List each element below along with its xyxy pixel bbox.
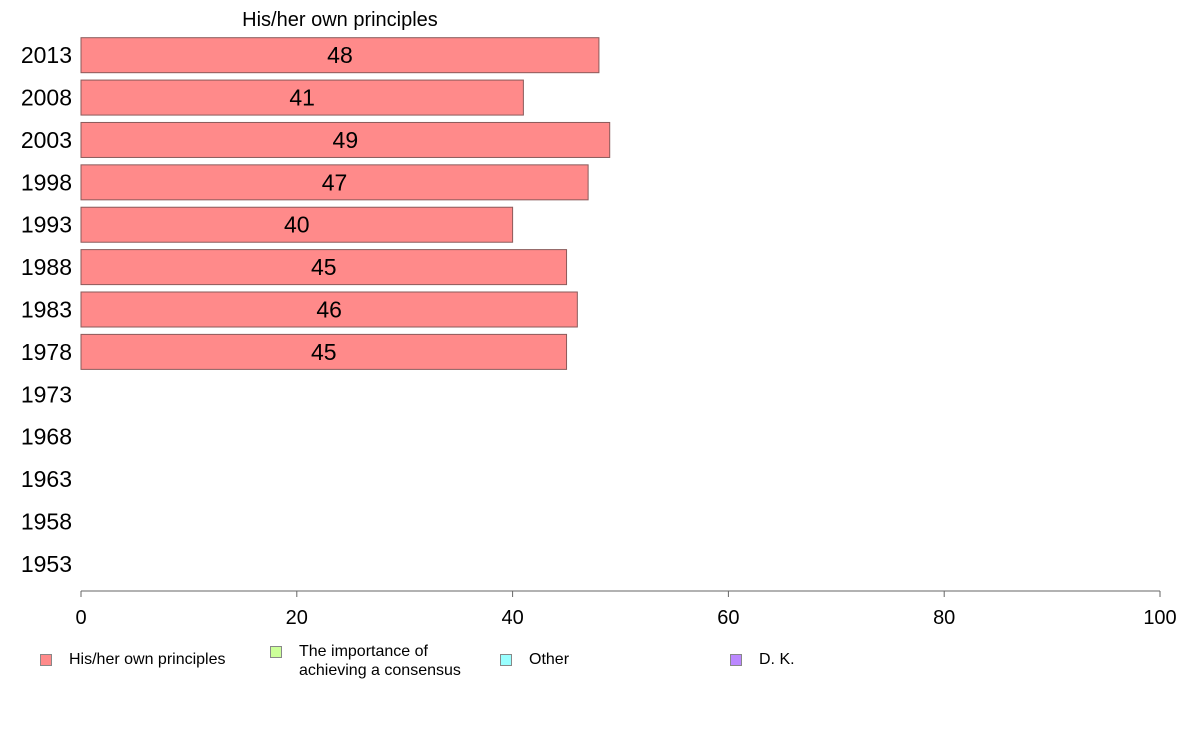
bar: [80, 291, 578, 328]
bar-value-label: 49: [333, 127, 359, 153]
y-tick-label: 2003: [21, 127, 72, 153]
legend-label: His/her own principles: [69, 651, 226, 668]
bar: [80, 333, 568, 370]
x-tick-label: 40: [501, 607, 523, 629]
legend-item: The importance of achieving a consensus: [270, 642, 461, 680]
y-tick-label: 1983: [21, 297, 72, 323]
legend-label: Other: [529, 651, 570, 668]
y-tick-label: 2013: [21, 42, 72, 68]
legend-label: The importance of achieving a consensus: [299, 643, 461, 679]
y-tick-label: 1978: [21, 339, 72, 365]
bar-value-label: 40: [284, 212, 310, 238]
bar-value-label: 48: [327, 42, 353, 68]
bar-chart: His/her own principles 4841494740454645 …: [21, 9, 1177, 629]
bar: [80, 206, 514, 243]
chart-title: His/her own principles: [242, 9, 438, 31]
x-tick-label: 0: [75, 607, 86, 629]
y-tick-label: 1998: [21, 169, 72, 195]
y-tick-label: 1963: [21, 466, 72, 492]
bar: [80, 37, 600, 74]
bar: [80, 164, 589, 201]
bar: [80, 249, 568, 286]
bars-group: [80, 37, 611, 370]
bar: [80, 121, 611, 158]
x-tick-label: 100: [1143, 607, 1176, 629]
legend-swatch: [270, 646, 282, 658]
legend: His/her own principles The importance of…: [0, 642, 1188, 692]
x-tick-label: 20: [286, 607, 308, 629]
y-tick-label: 1968: [21, 424, 72, 450]
legend-item: Other: [500, 650, 569, 669]
legend-swatch: [500, 654, 512, 666]
y-tick-label: 1953: [21, 551, 72, 577]
legend-item: D. K.: [730, 650, 795, 669]
y-tick-label: 1988: [21, 254, 72, 280]
y-tick-label: 1958: [21, 508, 72, 534]
legend-swatch: [40, 654, 52, 666]
legend-swatch: [730, 654, 742, 666]
bar: [80, 79, 524, 116]
x-tick-label: 80: [933, 607, 955, 629]
y-tick-label: 2008: [21, 85, 72, 111]
legend-item: His/her own principles: [40, 650, 226, 669]
y-axis-labels: 2013 2008 2003 1998 1993 1988 1983 1978 1973 1968…: [21, 42, 72, 577]
y-tick-label: 1973: [21, 381, 72, 407]
y-tick-label: 1993: [21, 212, 72, 238]
bar-value-label: 47: [322, 169, 348, 195]
x-axis-ticks: 0 20 40 60 80 100: [75, 591, 1177, 629]
x-tick-label: 60: [717, 607, 739, 629]
bar-value-label: 41: [289, 85, 315, 111]
bar-value-label: 46: [316, 297, 342, 323]
bar-value-label: 45: [311, 254, 337, 280]
bar-value-label: 45: [311, 339, 337, 365]
legend-label: D. K.: [759, 651, 795, 668]
